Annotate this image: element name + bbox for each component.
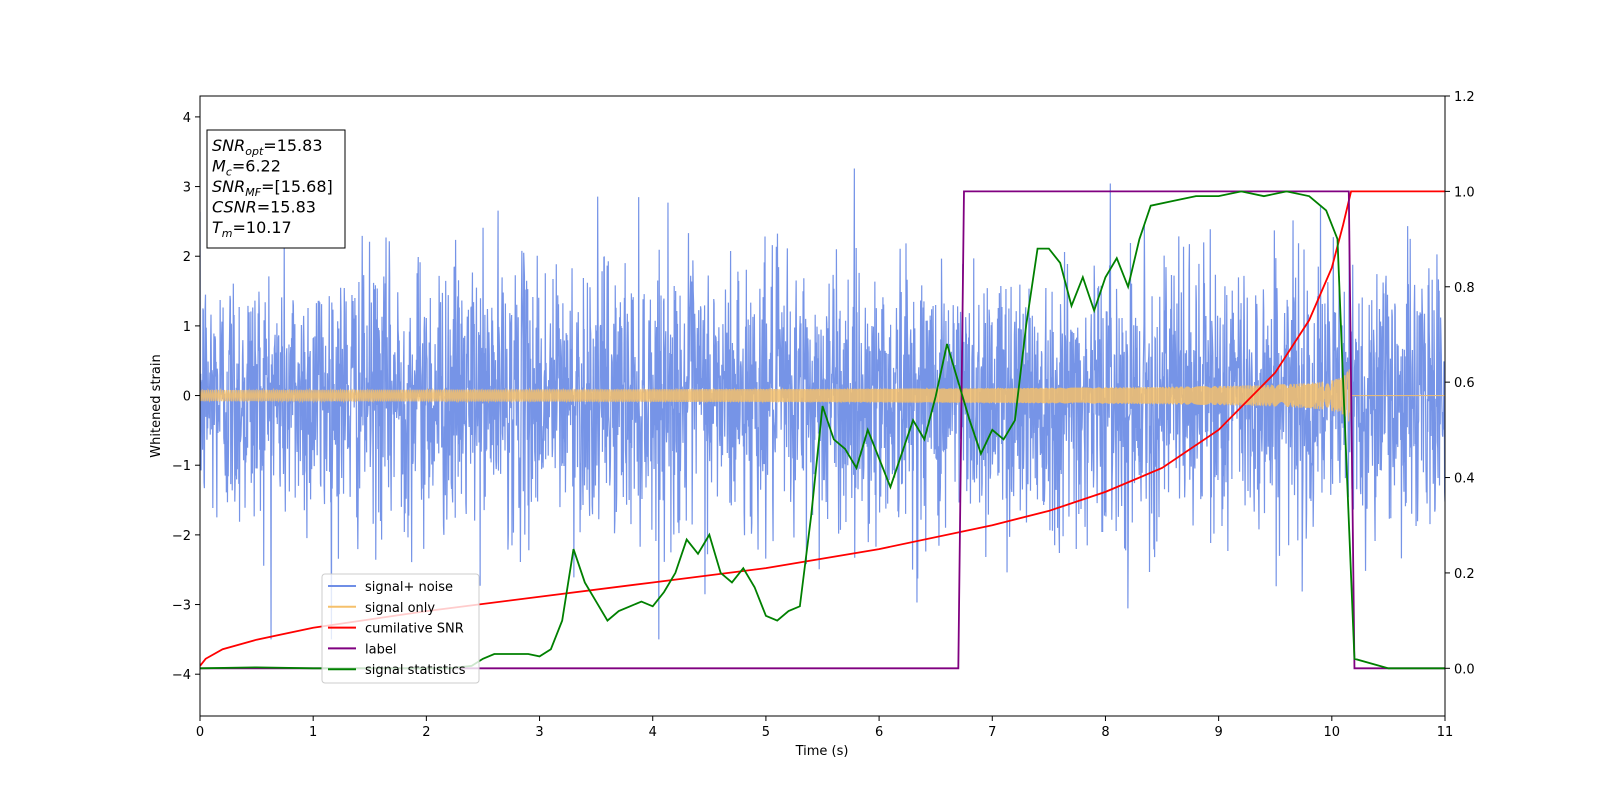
y-tick-label: −2	[172, 529, 191, 544]
series-label	[200, 190, 1445, 670]
x-tick-label: 11	[1437, 725, 1454, 740]
info-box-line: SNRopt=15.83	[212, 136, 323, 158]
y-axis-label: Whitened strain	[149, 354, 164, 457]
y2-tick-label: 0.0	[1454, 662, 1475, 677]
y2-tick-label: 0.2	[1454, 567, 1475, 582]
info-box-line: SNRMF=[15.68]	[212, 177, 333, 199]
x-axis: 0 1 2 3 4 5 6 7 8 9 10 11	[196, 716, 1453, 740]
x-tick-label: 1	[309, 725, 317, 740]
y2-tick-label: 0.6	[1454, 376, 1475, 391]
series-signal-noise	[200, 168, 1445, 640]
y2-tick-label: 0.8	[1454, 281, 1475, 296]
x-tick-label: 8	[1101, 725, 1109, 740]
y-tick-label: 0	[183, 390, 191, 405]
plot-area	[200, 168, 1445, 670]
y-tick-label: 4	[183, 111, 191, 126]
x-tick-label: 0	[196, 725, 204, 740]
legend-item: signal statistics	[328, 663, 466, 678]
info-box-line: Mc=6.22	[212, 157, 281, 179]
legend-item: signal only	[328, 601, 435, 616]
y2-tick-label: 1.2	[1454, 90, 1475, 105]
y-tick-label: −4	[172, 668, 191, 683]
x-tick-label: 6	[875, 725, 883, 740]
y-axis-right: 0.0 0.2 0.4 0.6 0.8 1.0 1.2	[1445, 90, 1475, 677]
legend-item: cumilative SNR	[328, 622, 464, 637]
x-tick-label: 10	[1324, 725, 1341, 740]
legend-item: label	[328, 642, 396, 657]
legend: signal+ noise signal only cumilative SNR la…	[321, 573, 480, 684]
x-tick-label: 9	[1214, 725, 1222, 740]
y-tick-label: 2	[183, 250, 191, 265]
x-tick-label: 4	[649, 725, 657, 740]
x-tick-label: 7	[988, 725, 996, 740]
legend-label: label	[365, 642, 396, 657]
info-box: SNRopt=15.83Mc=6.22SNRMF=[15.68]CSNR=15.…	[206, 129, 346, 249]
info-box-frame	[206, 129, 346, 249]
legend-frame	[321, 573, 480, 684]
y-tick-label: −3	[172, 599, 191, 614]
info-box-line: CSNR=15.83	[212, 198, 316, 217]
legend-label: signal+ noise	[365, 580, 453, 595]
y-tick-label: 1	[183, 320, 191, 335]
x-axis-label: Time (s)	[795, 744, 849, 759]
series-signal-statistics	[200, 190, 1445, 670]
y2-tick-label: 1.0	[1454, 185, 1475, 200]
y-tick-label: 3	[183, 181, 191, 196]
legend-label: signal only	[365, 601, 435, 616]
plot-frame	[199, 95, 1446, 717]
y-tick-label: −1	[172, 459, 191, 474]
x-tick-label: 3	[535, 725, 543, 740]
legend-item: signal+ noise	[328, 580, 453, 595]
series-signal-only	[200, 369, 1445, 422]
y-axis-left: −4 −3 −2 −1 0 1 2 3 4	[172, 111, 200, 683]
info-box-line: Tm=10.17	[212, 218, 292, 240]
x-tick-label: 2	[422, 725, 430, 740]
legend-label: cumilative SNR	[365, 622, 464, 637]
legend-label: signal statistics	[365, 663, 466, 678]
y2-tick-label: 0.4	[1454, 472, 1475, 487]
x-tick-label: 5	[762, 725, 770, 740]
